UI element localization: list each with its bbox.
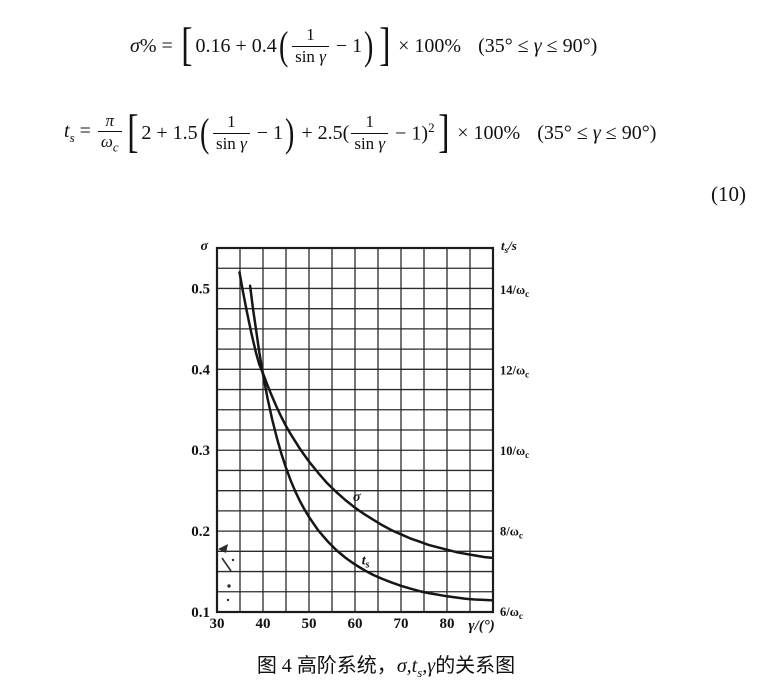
- figure-caption-sub: s: [417, 665, 423, 680]
- eq2-open-bracket: [: [126, 106, 139, 159]
- curve-label-sigma: σ: [353, 490, 361, 505]
- eq2-close-paren: ): [285, 110, 295, 155]
- eq2-minus-one-2: − 1)2: [390, 120, 435, 145]
- y-left-tick-0.4: 0.4: [191, 362, 210, 378]
- eq2-plus-term: + 2.5(: [296, 121, 350, 144]
- x-tick-60: 60: [348, 616, 363, 632]
- eq1-lhs: σ% =: [130, 34, 178, 57]
- eq2-fraction1-numerator: 1: [227, 112, 236, 132]
- eq2-pi-over-omega: π ωc: [97, 111, 122, 155]
- eq2-gamma-range: (35° ≤ γ ≤ 90°): [537, 121, 657, 144]
- eq1-fraction-numerator: 1: [306, 25, 315, 45]
- eq2-times-100: × 100%: [452, 121, 521, 144]
- y-right-tick-6: 6/ωc: [500, 605, 523, 621]
- eq2-fraction1-denominator: sin γ: [212, 132, 250, 154]
- eq1-times-100: × 100%: [393, 34, 462, 57]
- eq1-gamma-range: (35° ≤ γ ≤ 90°): [478, 34, 598, 57]
- eq2-fraction-1: 1 sin γ: [212, 112, 250, 154]
- eq1-open-bracket: [: [181, 19, 193, 72]
- y-right-tick-10: 10/ωc: [500, 444, 529, 460]
- eq1-fraction-denominator: sin γ: [292, 45, 329, 67]
- eq2-close-bracket: ]: [437, 106, 450, 159]
- equation-overshoot: σ% = [ 0.16 + 0.4 ( 1 sin γ − 1 ) ] × 10…: [130, 16, 597, 76]
- figure-caption-text: 高阶系统，: [291, 655, 397, 677]
- eq1-close-paren: ): [364, 23, 374, 68]
- equation-number: (10): [711, 182, 746, 206]
- eq2-pi: π: [105, 111, 115, 131]
- grid: [216, 247, 494, 613]
- y-right-tick-8: 8/ωc: [500, 524, 523, 540]
- eq1-close-bracket: ]: [378, 19, 390, 72]
- eq2-fraction-2: 1 sin γ: [351, 112, 389, 154]
- curve-label-ts: ts: [362, 554, 370, 571]
- curve-ts: [248, 284, 493, 602]
- y-left-tick-0.5: 0.5: [191, 281, 210, 297]
- figure-caption-math2: ,γ: [422, 655, 436, 677]
- eq2-coefficients: 2 + 1.5: [141, 121, 198, 144]
- eq1-minus-one: − 1: [330, 34, 363, 57]
- y-right-tick-14: 14/ωc: [500, 283, 529, 299]
- eq2-lhs: ts =: [64, 120, 96, 145]
- x-tick-50: 50: [302, 616, 317, 632]
- x-tick-40: 40: [256, 616, 271, 632]
- eq2-minus-one-1: − 1: [251, 121, 284, 144]
- eq1-open-paren: (: [278, 23, 289, 68]
- figure-caption-text2: 的关系图: [435, 655, 516, 677]
- y-left-axis-title: σ: [200, 239, 208, 254]
- y-left-tick-0.2: 0.2: [191, 524, 210, 540]
- plot-border: [215, 246, 495, 614]
- eq1-fraction: 1 sin γ: [292, 25, 329, 66]
- x-tick-80: 80: [440, 616, 455, 632]
- figure-chart-svg: σ ts 0.5 0.4 0.3 0.2 0.1 σ 14/ωc 12/ωc 10/ωc 8/ωc 6/…: [191, 238, 529, 634]
- y-left-tick-0.3: 0.3: [191, 443, 210, 459]
- eq2-open-paren: (: [199, 110, 209, 155]
- eq2-omega-c: ωc: [97, 131, 122, 155]
- y-left-tick-0.1: 0.1: [191, 605, 210, 621]
- eq2-fraction2-numerator: 1: [365, 112, 374, 132]
- scan-artifacts: [218, 544, 235, 602]
- x-tick-70: 70: [394, 616, 409, 632]
- eq2-fraction2-denominator: sin γ: [351, 132, 389, 154]
- y-right-axis-title: ts/s: [501, 238, 517, 255]
- eq1-coefficients: 0.16 + 0.4: [195, 34, 277, 57]
- x-axis-title: γ/(°): [468, 618, 494, 634]
- x-tick-30: 30: [210, 616, 225, 632]
- curve-sigma: [238, 271, 493, 560]
- figure-caption-math: σ,t: [396, 655, 418, 677]
- y-right-tick-12: 12/ωc: [500, 363, 529, 379]
- figure-caption: 图 4 高阶系统，σ,ts,γ的关系图: [0, 649, 772, 681]
- equation-settling-time: ts = π ωc [ 2 + 1.5 ( 1 sin γ − 1 ) + 2.…: [64, 100, 656, 166]
- figure-4: σ ts 0.5 0.4 0.3 0.2 0.1 σ 14/ωc 12/ωc 10/ωc 8/ωc 6/…: [150, 235, 570, 655]
- figure-caption-label: 图 4: [256, 655, 292, 677]
